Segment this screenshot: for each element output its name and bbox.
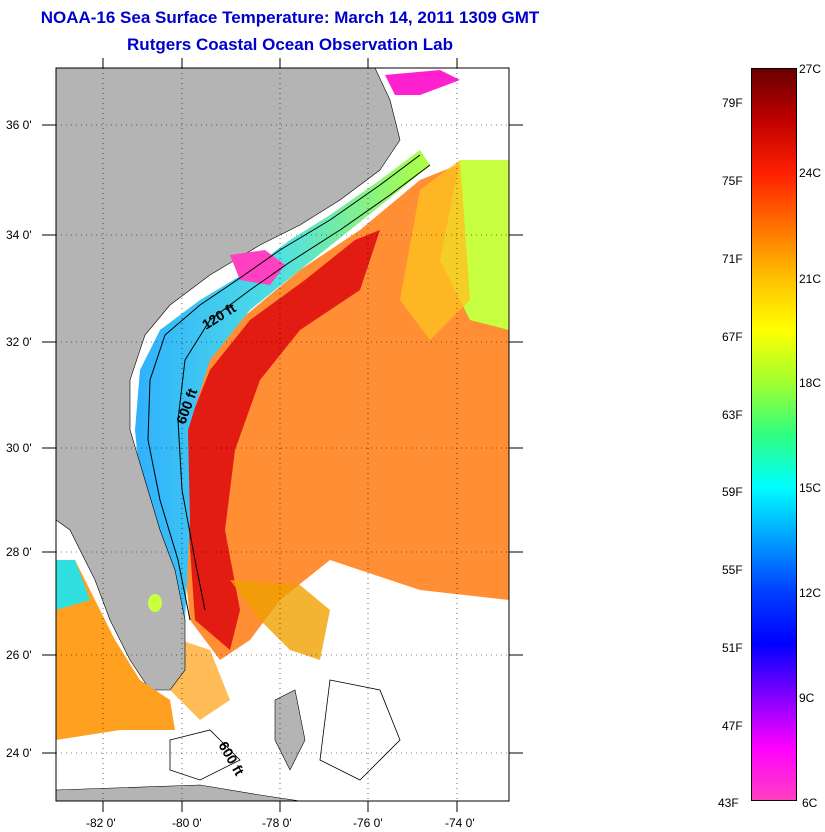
colorbar-f-label: 59F xyxy=(722,485,743,499)
lon-label: -74 0' xyxy=(445,816,475,830)
lat-label: 28 0' xyxy=(6,545,32,559)
colorbar-f-label: 55F xyxy=(722,563,743,577)
lon-label: -76 0' xyxy=(353,816,383,830)
colorbar-f-label: 51F xyxy=(722,641,743,655)
colorbar-c-label: 12C xyxy=(799,586,822,600)
land-bahamas xyxy=(274,689,306,771)
colorbar-c-label: 27C xyxy=(799,62,822,76)
colorbar-c-label: 15C xyxy=(799,481,822,495)
cold-water-patch-north xyxy=(385,70,460,95)
lon-label: -80 0' xyxy=(172,816,202,830)
colorbar-f-label: 71F xyxy=(722,252,743,266)
colorbar-f-label: 75F xyxy=(722,174,743,188)
land-southeast-us xyxy=(56,68,401,691)
colorbar-c-label: 24C xyxy=(799,166,822,180)
contour-bahamas xyxy=(169,729,241,781)
temperature-colorbar xyxy=(751,68,797,801)
lake-okeechobee xyxy=(148,594,162,612)
contour-600ft xyxy=(177,164,431,611)
lat-label: 26 0' xyxy=(6,648,32,662)
lat-label: 32 0' xyxy=(6,335,32,349)
offshore-yellow-region xyxy=(400,160,470,340)
contour-120ft xyxy=(147,154,421,621)
gulf-of-mexico-water xyxy=(56,560,175,740)
contour-bahamas-2 xyxy=(319,679,401,781)
map-frame xyxy=(55,67,510,802)
lat-lon-grid xyxy=(56,68,509,801)
gulf-stream-core xyxy=(186,230,380,650)
colorbar-f-label: 63F xyxy=(722,408,743,422)
colorbar-f-label: 43F xyxy=(718,796,739,810)
map-title: NOAA-16 Sea Surface Temperature: March 1… xyxy=(40,8,540,27)
cold-water-patch xyxy=(230,250,285,285)
lon-label: -82 0' xyxy=(86,816,116,830)
map-subtitle: Rutgers Coastal Ocean Observation Lab xyxy=(127,35,453,54)
lat-label: 34 0' xyxy=(6,228,32,242)
lat-label: 36 0' xyxy=(6,118,32,132)
tick-marks xyxy=(42,58,523,812)
shelf-water xyxy=(135,150,430,620)
colorbar-c-label: 21C xyxy=(799,272,822,286)
colorbar-c-label: 6C xyxy=(802,796,818,810)
lon-label: -78 0' xyxy=(262,816,292,830)
lat-label: 30 0' xyxy=(6,441,32,455)
colorbar-f-label: 67F xyxy=(722,330,743,344)
colorbar-c-label: 18C xyxy=(799,376,822,390)
gulf-cool-water xyxy=(56,560,90,610)
bahamas-banks xyxy=(230,580,330,660)
lat-label: 24 0' xyxy=(6,746,32,760)
colorbar-f-label: 79F xyxy=(722,96,743,110)
colorbar-c-label: 9C xyxy=(799,691,815,705)
colorbar-f-label: 47F xyxy=(722,719,743,733)
